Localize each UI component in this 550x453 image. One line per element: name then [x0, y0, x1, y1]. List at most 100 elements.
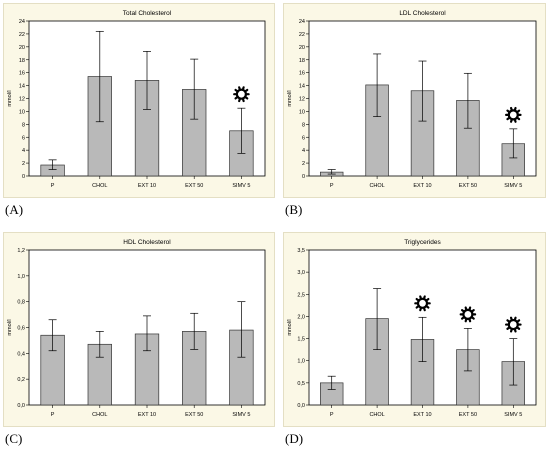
- y-tick-label: 2: [302, 161, 305, 167]
- y-tick-label: 16: [19, 71, 25, 77]
- chart-hdl-cholesterol: HDL Cholesterol mmol/l 0,0 0,2 0,4 0,6 0,8 1,0 1…: [3, 232, 275, 427]
- x-tick-label: EXT 50: [185, 183, 203, 189]
- y-tick-label: 12: [19, 97, 25, 103]
- error-bar: [418, 60, 427, 122]
- y-tick-label: 10: [299, 109, 305, 115]
- x-tick-label: EXT 10: [413, 183, 431, 189]
- y-tick-label: 8: [22, 122, 25, 128]
- x-tick-label: P: [51, 412, 55, 418]
- y-tick-label: 2,5: [297, 292, 305, 298]
- error-bar: [143, 51, 151, 110]
- y-axis-label: mmol/l: [287, 319, 293, 335]
- y-tick-label: 0,2: [17, 377, 25, 383]
- y-tick-label: 6: [22, 135, 25, 141]
- y-tick-label: 0,0: [297, 403, 305, 409]
- y-tick-label: 3,5: [297, 248, 305, 254]
- y-tick-label: 0: [22, 174, 25, 180]
- y-tick-label: 6: [302, 135, 305, 141]
- error-bar: [509, 338, 518, 386]
- y-tick-label: 0: [302, 174, 305, 180]
- y-tick-label: 2: [22, 161, 25, 167]
- y-tick-label: 18: [19, 58, 25, 64]
- y-tick-label: 24: [299, 19, 305, 25]
- y-tick-label: 4: [302, 148, 305, 154]
- x-tick-label: SIMV 5: [232, 183, 250, 189]
- significance-marker: [233, 86, 250, 103]
- error-bar: [373, 288, 382, 350]
- panel-label-b: (B): [285, 202, 303, 217]
- x-tick-label: EXT 50: [459, 183, 477, 189]
- x-tick-label: EXT 10: [138, 183, 156, 189]
- error-bar: [509, 128, 518, 159]
- y-tick-label: 4: [22, 148, 25, 154]
- significance-marker: [414, 295, 431, 312]
- chart-title: Triglycerides: [404, 239, 441, 246]
- chart-panel-b: LDL Cholesterol mmol/l 0 2 4 6 8 10 12 14 16 18 20 22…: [283, 3, 546, 198]
- x-tick-label: CHOL: [92, 412, 107, 418]
- y-tick-label: 18: [299, 58, 305, 64]
- x-tick-label: P: [330, 183, 334, 189]
- error-bar: [237, 301, 246, 358]
- chart-panel-d: Triglycerides mmol/l 0,0 0,5 1,0 1,5 2,0 2,5 3,0…: [283, 232, 546, 427]
- chart-panel-a: Total Cholesterol mmol/l 0 2 4 6 8 10 12 14 16 18 20…: [3, 3, 275, 198]
- error-bar: [327, 169, 336, 175]
- y-tick-label: 0,0: [17, 403, 25, 409]
- y-tick-label: 1,5: [297, 337, 305, 343]
- x-tick-label: CHOL: [369, 412, 384, 418]
- error-bar: [327, 375, 336, 390]
- panel-label-a: (A): [5, 202, 24, 217]
- chart-ldl-cholesterol: LDL Cholesterolmmol/l0246810121416182022…: [283, 3, 546, 198]
- chart-title: Total Cholesterol: [123, 10, 172, 17]
- error-bar: [463, 328, 472, 372]
- chart-total-cholesterol: Total Cholesterol mmol/l 0 2 4 6 8 10 12 14 16 18 20…: [3, 3, 275, 198]
- y-tick-label: 20: [19, 45, 25, 51]
- error-bar: [463, 72, 472, 129]
- y-tick-label: 10: [19, 109, 25, 115]
- x-tick-label: P: [51, 183, 55, 189]
- x-tick-label: P: [330, 412, 334, 418]
- panel-label-d: (D): [285, 431, 304, 446]
- y-tick-label: 0,6: [17, 326, 25, 332]
- y-axis-label: mmol/l: [7, 319, 13, 335]
- error-bar: [190, 58, 199, 120]
- error-bar: [48, 319, 57, 352]
- chart-title: HDL Cholesterol: [123, 239, 171, 246]
- significance-marker: [505, 316, 522, 333]
- y-tick-label: 16: [299, 71, 305, 77]
- x-tick-label: CHOL: [369, 183, 384, 189]
- error-bar: [190, 312, 199, 350]
- chart-panel-c: HDL Cholesterol mmol/l 0,0 0,2 0,4 0,6 0,8 1,0 1…: [3, 232, 275, 427]
- x-tick-label: EXT 10: [413, 412, 431, 418]
- y-tick-label: 1,0: [17, 274, 25, 280]
- x-tick-label: EXT 50: [185, 412, 203, 418]
- error-bar: [237, 107, 246, 154]
- y-tick-label: 14: [19, 84, 25, 90]
- y-tick-label: 8: [302, 122, 305, 128]
- x-tick-label: SIMV 5: [232, 412, 250, 418]
- x-tick-label: CHOL: [92, 183, 107, 189]
- y-tick-label: 1,2: [17, 248, 25, 254]
- y-axis-label: mmol/l: [7, 90, 13, 106]
- y-tick-label: 2,0: [297, 314, 305, 320]
- y-tick-label: 0,4: [17, 351, 25, 357]
- y-tick-label: 20: [299, 45, 305, 51]
- significance-marker: [505, 106, 522, 123]
- significance-marker: [459, 306, 477, 323]
- error-bar: [373, 53, 382, 117]
- y-axis-label: mmol/l: [287, 90, 293, 106]
- error-bar: [95, 331, 104, 358]
- panel-label-c: (C): [5, 431, 23, 446]
- y-tick-label: 0,8: [17, 300, 25, 306]
- x-tick-label: EXT 50: [459, 412, 477, 418]
- y-tick-label: 3,0: [297, 270, 305, 276]
- chart-triglycerides: Triglycerides mmol/l 0,0 0,5 1,0 1,5 2,0 2,5 3,0…: [283, 232, 546, 427]
- x-tick-label: SIMV 5: [504, 412, 522, 418]
- error-bar: [48, 159, 57, 170]
- y-tick-label: 1,0: [297, 359, 305, 365]
- y-tick-label: 22: [299, 32, 305, 38]
- y-tick-label: 12: [299, 97, 305, 103]
- y-tick-label: 0,5: [297, 381, 305, 387]
- y-tick-label: 22: [19, 32, 25, 38]
- x-tick-label: SIMV 5: [504, 183, 522, 189]
- error-bar: [143, 315, 151, 352]
